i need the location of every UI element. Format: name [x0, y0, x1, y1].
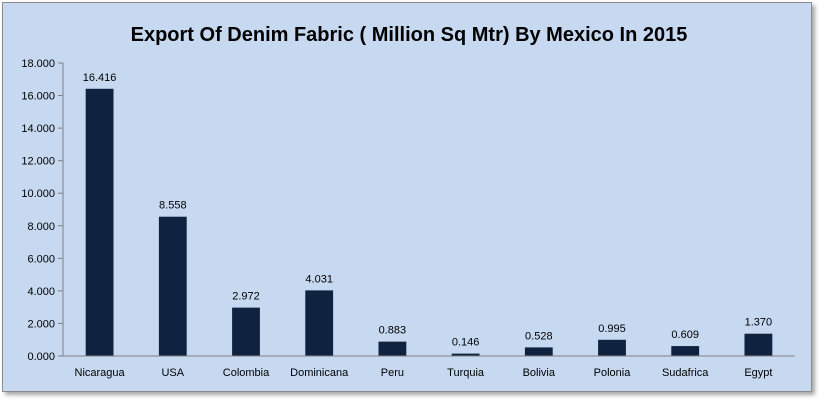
y-tick-label: 16.000 — [21, 91, 55, 103]
data-label-egypt: 1.370 — [745, 317, 773, 329]
x-tick-label-dominicana: Dominicana — [290, 367, 349, 379]
y-tick-label: 18.000 — [21, 58, 55, 70]
x-tick-label-sudafrica: Sudafrica — [662, 367, 709, 379]
data-label-turquia: 0.146 — [452, 337, 480, 349]
bar-colombia — [232, 307, 260, 356]
x-tick-label-bolivia: Bolivia — [523, 367, 556, 379]
data-label-bolivia: 0.528 — [525, 330, 553, 342]
data-label-polonia: 0.995 — [598, 323, 626, 335]
data-label-sudafrica: 0.609 — [671, 329, 699, 341]
data-label-dominicana: 4.031 — [305, 273, 333, 285]
bar-turquia — [451, 353, 480, 356]
data-label-colombia: 2.972 — [232, 291, 260, 303]
data-labels-group: 16.416 8.558 2.972 4.031 0.883 0.146 0.528 0.99… — [83, 72, 772, 349]
y-tick-label: 10.000 — [21, 188, 55, 200]
x-tick-label-peru: Peru — [381, 367, 404, 379]
data-label-peru: 0.883 — [379, 325, 407, 337]
bar-nicaragua — [85, 88, 114, 356]
data-label-usa: 8.558 — [159, 200, 187, 212]
x-axis: Nicaragua USA Colombia Dominicana Peru Turqui… — [75, 367, 773, 379]
chart-title: Export Of Denim Fabric ( Million Sq Mtr)… — [131, 24, 688, 46]
bar-chart: Export Of Denim Fabric ( Million Sq Mtr)… — [21, 24, 795, 379]
bar-peru — [378, 341, 407, 356]
bar-sudafrica — [671, 346, 700, 356]
y-tick-label: 4.000 — [27, 286, 55, 298]
bar-egypt — [744, 333, 773, 356]
y-tick-label: 8.000 — [27, 221, 55, 233]
bar-polonia — [598, 339, 626, 356]
data-label-nicaragua: 16.416 — [83, 72, 117, 84]
bar-usa — [158, 216, 187, 356]
chart-frame: Export Of Denim Fabric ( Million Sq Mtr)… — [2, 2, 812, 392]
bar-bolivia — [524, 347, 553, 356]
x-tick-label-polonia: Polonia — [594, 367, 632, 379]
y-tick-label: 2.000 — [27, 318, 55, 330]
x-tick-label-egypt: Egypt — [744, 367, 772, 379]
y-axis: 0.000 2.000 4.000 6.000 8.000 10.000 12.000 14.… — [21, 58, 63, 363]
y-tick-label: 12.000 — [21, 156, 55, 168]
bars-group — [85, 88, 773, 356]
x-tick-label-colombia: Colombia — [223, 367, 270, 379]
x-tick-label-nicaragua: Nicaragua — [75, 367, 126, 379]
x-tick-label-usa: USA — [161, 367, 184, 379]
x-tick-label-turquia: Turquia — [447, 367, 485, 379]
bar-dominicana — [305, 290, 334, 356]
y-tick-label: 6.000 — [27, 253, 55, 265]
y-tick-label: 0.000 — [27, 351, 55, 363]
y-tick-label: 14.000 — [21, 123, 55, 135]
